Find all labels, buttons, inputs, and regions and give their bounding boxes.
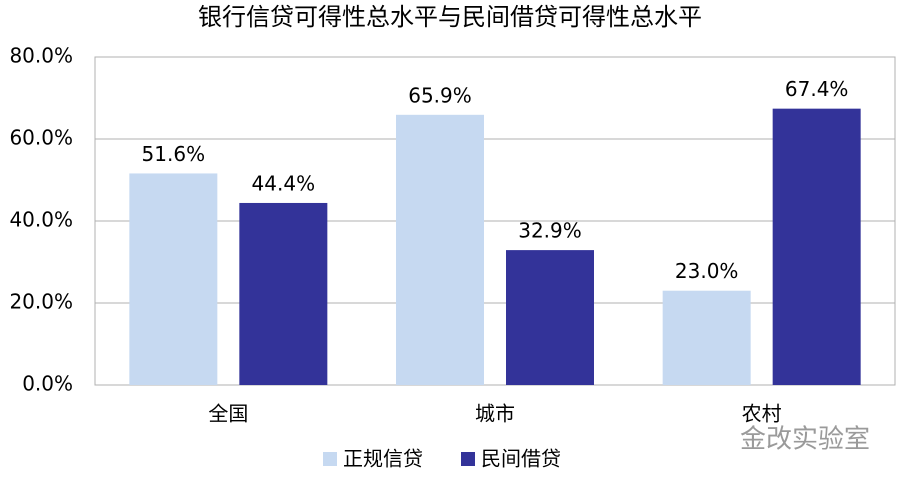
- y-tick-label: 60.0%: [9, 126, 73, 150]
- legend-label: 民间借贷: [481, 447, 561, 471]
- data-label: 67.4%: [785, 77, 849, 101]
- data-label: 23.0%: [675, 259, 739, 283]
- y-tick-label: 0.0%: [22, 372, 73, 396]
- y-tick-label: 20.0%: [9, 290, 73, 314]
- y-tick-label: 80.0%: [9, 44, 73, 68]
- bar: [396, 114, 484, 385]
- bar: [129, 173, 218, 385]
- data-label: 32.9%: [518, 219, 582, 243]
- data-label: 65.9%: [408, 83, 472, 107]
- bar: [662, 290, 751, 385]
- x-tick-label: 城市: [475, 402, 515, 426]
- legend-swatch: [323, 452, 337, 466]
- legend-swatch: [461, 452, 475, 466]
- watermark: 金改实验室: [740, 425, 870, 455]
- bar: [772, 108, 861, 385]
- chart-title: 银行信贷可得性总水平与民间借贷可得性总水平: [198, 3, 702, 31]
- x-tick-label: 农村: [742, 402, 782, 426]
- data-label: 44.4%: [252, 171, 316, 195]
- legend-label: 正规信贷: [343, 447, 423, 471]
- y-tick-label: 40.0%: [9, 208, 73, 232]
- bar: [506, 250, 594, 385]
- bar: [239, 202, 328, 385]
- data-label: 51.6%: [142, 142, 206, 166]
- x-tick-label: 全国: [208, 402, 248, 426]
